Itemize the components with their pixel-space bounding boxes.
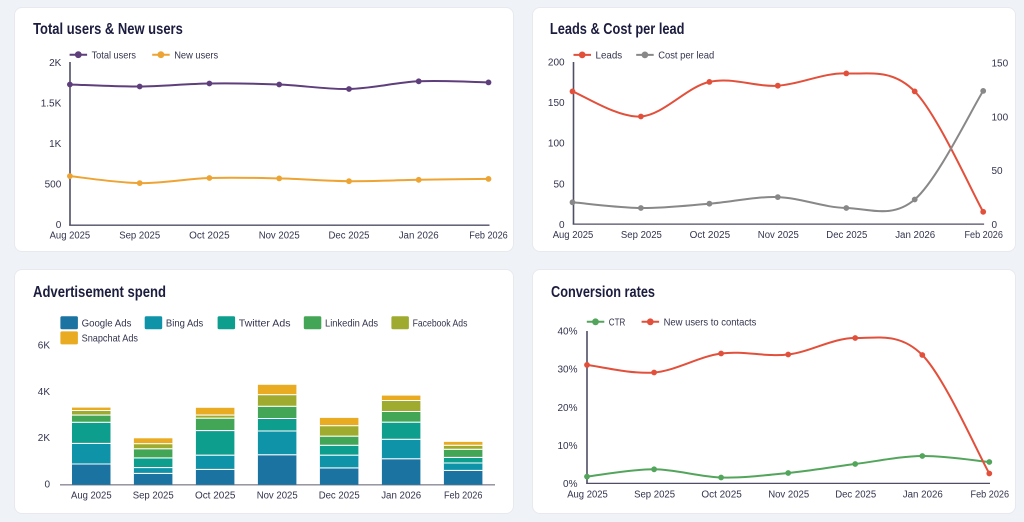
svg-text:0: 0 [992,220,998,231]
svg-text:Jan 2026: Jan 2026 [399,231,439,242]
svg-text:Jan 2026: Jan 2026 [381,491,421,502]
svg-text:10%: 10% [557,441,577,452]
svg-text:Total users: Total users [92,49,136,61]
svg-text:Oct 2025: Oct 2025 [701,490,742,501]
svg-text:New users to contacts: New users to contacts [664,317,757,329]
svg-text:Sep 2025: Sep 2025 [119,231,160,242]
svg-text:40%: 40% [557,327,577,338]
svg-text:Dec 2025: Dec 2025 [329,231,370,242]
svg-text:Aug 2025: Aug 2025 [50,231,91,242]
svg-text:Dec 2025: Dec 2025 [835,490,876,501]
svg-text:1.5K: 1.5K [41,99,62,110]
svg-text:0: 0 [56,220,62,231]
svg-text:Linkedin Ads: Linkedin Ads [325,318,378,330]
svg-text:Jan 2026: Jan 2026 [903,490,943,501]
svg-text:50: 50 [992,166,1004,177]
svg-text:Aug 2025: Aug 2025 [553,230,594,241]
svg-text:Google Ads: Google Ads [82,318,132,330]
svg-text:Feb 2026: Feb 2026 [964,230,1003,241]
svg-text:Oct 2025: Oct 2025 [690,230,731,241]
svg-text:500: 500 [45,180,62,191]
svg-text:Dec 2025: Dec 2025 [826,230,867,241]
svg-text:Sep 2025: Sep 2025 [634,490,675,501]
svg-text:Sep 2025: Sep 2025 [621,230,662,241]
svg-text:150: 150 [992,58,1009,69]
svg-text:Jan 2026: Jan 2026 [895,230,935,241]
svg-text:1K: 1K [49,139,62,150]
svg-text:200: 200 [548,58,565,69]
svg-text:Bing Ads: Bing Ads [166,318,203,330]
svg-text:100: 100 [548,139,565,150]
svg-text:2K: 2K [49,58,62,69]
svg-text:Advertisement spend: Advertisement spend [33,284,166,301]
svg-text:Aug 2025: Aug 2025 [71,491,112,502]
svg-text:Feb 2026: Feb 2026 [469,231,508,242]
svg-text:Oct 2025: Oct 2025 [195,491,236,502]
svg-text:Sep 2025: Sep 2025 [133,491,174,502]
svg-text:Snapchat Ads: Snapchat Ads [82,333,138,345]
svg-text:0: 0 [44,480,50,491]
svg-text:Nov 2025: Nov 2025 [768,490,809,501]
svg-text:Leads: Leads [596,50,623,62]
svg-text:Cost per lead: Cost per lead [658,50,714,62]
svg-text:Facebook Ads: Facebook Ads [413,318,468,330]
svg-text:Leads & Cost per lead: Leads & Cost per lead [550,21,685,38]
svg-text:Feb 2026: Feb 2026 [971,490,1010,501]
svg-text:6K: 6K [38,340,51,351]
svg-text:30%: 30% [557,365,577,376]
svg-text:Oct 2025: Oct 2025 [189,231,230,242]
svg-text:2K: 2K [38,433,51,444]
svg-text:20%: 20% [557,403,577,414]
svg-text:New users: New users [174,49,218,61]
svg-text:Nov 2025: Nov 2025 [259,231,300,242]
svg-text:Aug 2025: Aug 2025 [567,490,608,501]
svg-text:Nov 2025: Nov 2025 [257,491,298,502]
svg-text:Feb 2026: Feb 2026 [444,491,483,502]
svg-text:150: 150 [548,98,565,109]
svg-text:Total users & New users: Total users & New users [33,21,183,38]
svg-text:Twitter Ads: Twitter Ads [239,318,291,330]
svg-text:4K: 4K [38,387,51,398]
svg-text:Nov 2025: Nov 2025 [758,230,799,241]
svg-text:100: 100 [992,112,1009,123]
svg-text:0: 0 [559,220,565,231]
svg-text:Conversion rates: Conversion rates [551,284,655,301]
svg-text:Dec 2025: Dec 2025 [319,491,360,502]
svg-text:50: 50 [553,179,565,190]
svg-text:CTR: CTR [609,317,626,329]
svg-text:0%: 0% [563,479,578,490]
